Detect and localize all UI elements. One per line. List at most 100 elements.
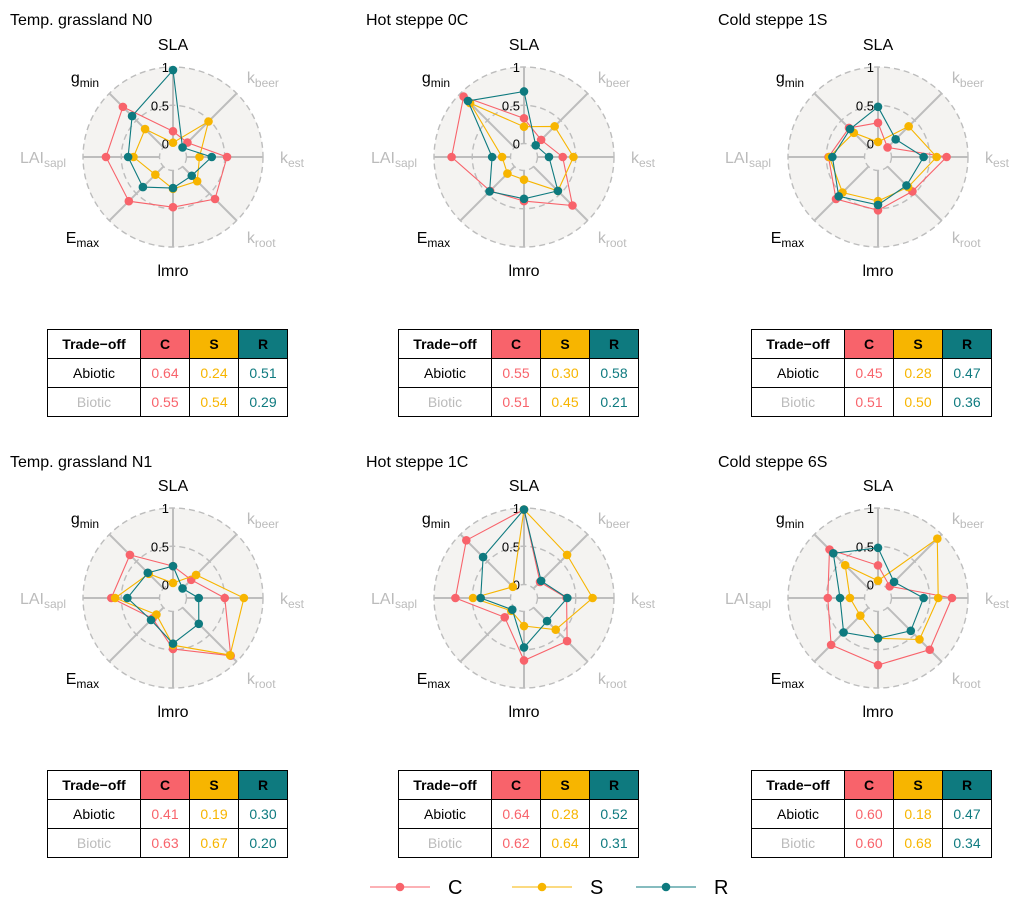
- radar-panel: Temp. grassland N0 0 0.5 1 SLA kbeer kest kroot…: [10, 12, 305, 280]
- data-point-C-SLA: [873, 561, 883, 570]
- data-point-R-Emax: [138, 182, 148, 192]
- table-value-S: 0.30: [540, 358, 590, 388]
- row-label: Abiotic: [47, 799, 141, 829]
- axis-label-gmin: gmin: [71, 70, 99, 90]
- data-point-C-SLA: [873, 118, 883, 128]
- axis-label-Emax: Emax: [771, 671, 804, 691]
- data-point-R-gmin: [828, 548, 838, 558]
- axis-label-lmro: lmro: [508, 263, 539, 280]
- data-point-C-gmin: [462, 536, 471, 545]
- table-header-C: C: [844, 329, 894, 359]
- axis-label-SLA: SLA: [509, 478, 540, 495]
- row-label: Biotic: [751, 387, 845, 417]
- data-point-R-LAIsapl: [476, 593, 485, 603]
- table-value-C: 0.60: [844, 828, 894, 858]
- data-point-C-kroot: [925, 645, 935, 655]
- data-point-C-kroot: [210, 194, 220, 204]
- table-header-C: C: [140, 329, 190, 359]
- table-row: Biotic 0.51 0.50 0.36: [751, 387, 992, 417]
- radial-tick-label: 0.5: [151, 98, 169, 113]
- data-point-C-kbeer: [883, 143, 892, 152]
- axis-label-kbeer: kbeer: [952, 511, 984, 531]
- table-value-C: 0.55: [140, 387, 190, 417]
- data-point-R-SLA: [873, 102, 883, 112]
- axis-label-Emax: Emax: [417, 230, 450, 250]
- axis-label-kest: kest: [631, 150, 656, 170]
- data-point-S-kest: [588, 593, 597, 603]
- axis-label-Emax: Emax: [66, 230, 99, 250]
- table-header-R: R: [238, 329, 288, 359]
- table-row: Abiotic 0.55 0.30 0.58: [398, 358, 639, 388]
- data-point-R-gmin: [845, 124, 855, 134]
- data-point-R-LAIsapl: [123, 593, 132, 603]
- axis-label-kroot: kroot: [247, 671, 276, 691]
- data-point-R-kroot: [906, 626, 916, 636]
- table-row: Abiotic 0.60 0.18 0.47: [751, 799, 992, 829]
- table-header-C: C: [491, 770, 541, 800]
- data-point-C-gmin: [125, 550, 135, 560]
- table-header-S: S: [189, 329, 239, 359]
- data-point-R-kroot: [902, 181, 911, 190]
- axis-label-kroot: kroot: [952, 671, 981, 691]
- axis-label-lmro: lmro: [157, 263, 188, 280]
- table-row: Abiotic 0.64 0.28 0.52: [398, 799, 639, 829]
- axis-label-kroot: kroot: [598, 230, 627, 250]
- data-point-S-kbeer: [933, 534, 942, 543]
- table-value-C: 0.62: [491, 828, 541, 858]
- radial-tick-label: 0.5: [502, 98, 520, 113]
- table-header-R: R: [942, 329, 992, 359]
- radar-panel: Hot steppe 1C00.51SLAkbeerkestkrootlmroE…: [366, 454, 656, 721]
- data-point-S-SLA: [519, 122, 529, 131]
- panel-title: Temp. grassland N1: [10, 454, 152, 471]
- table-header-tradeoff: Trade−off: [751, 329, 845, 359]
- data-point-C-LAIsapl: [447, 152, 456, 162]
- table-value-R: 0.20: [238, 828, 288, 858]
- data-point-S-kbeer: [562, 550, 572, 560]
- grid-circle-0: [509, 583, 539, 613]
- radar-panel: Temp. grassland N1 0 0.5 1 SLA kbeer kest kroot…: [10, 454, 305, 721]
- data-point-C-SLA: [519, 113, 529, 123]
- data-point-R-Emax: [834, 191, 844, 201]
- data-point-S-kroot: [551, 625, 561, 635]
- radial-tick-label: 0: [867, 137, 874, 152]
- axis-label-kroot: kroot: [598, 671, 627, 691]
- data-point-S-SLA: [168, 138, 178, 148]
- data-point-R-lmro: [873, 200, 883, 210]
- table-value-C: 0.45: [844, 358, 894, 388]
- data-point-S-SLA: [873, 576, 883, 585]
- data-point-S-gmin: [840, 560, 850, 570]
- data-point-R-lmro: [519, 194, 529, 204]
- table-value-C: 0.63: [140, 828, 190, 858]
- radar-panel: Cold steppe 6S 0 0.5 1 SLA kbeer kest kroot lmro…: [718, 454, 1010, 721]
- table-header-tradeoff: Trade−off: [398, 770, 492, 800]
- radial-tick-label: 0: [162, 137, 169, 152]
- data-point-C-LAIsapl: [101, 152, 111, 162]
- data-point-R-Emax: [839, 628, 848, 637]
- axis-label-gmin: gmin: [776, 511, 804, 531]
- data-point-S-Emax: [856, 611, 865, 620]
- table-row: Biotic 0.51 0.45 0.21: [398, 387, 639, 417]
- data-point-C-Emax: [826, 640, 836, 650]
- legend-label-R: R: [714, 877, 728, 899]
- table-value-S: 0.24: [189, 358, 239, 388]
- data-point-R-kest: [919, 593, 928, 603]
- radial-tick-label: 0: [513, 137, 520, 152]
- data-point-R-kroot: [542, 616, 552, 626]
- table-value-S: 0.67: [189, 828, 239, 858]
- table-header-tradeoff: Trade−off: [47, 329, 141, 359]
- table-value-C: 0.41: [140, 799, 190, 829]
- data-point-S-kest: [932, 152, 941, 162]
- table-header-S: S: [189, 770, 239, 800]
- table-row: Abiotic 0.41 0.19 0.30: [47, 799, 288, 829]
- table-value-R: 0.31: [589, 828, 639, 858]
- data-point-S-kest: [239, 593, 249, 603]
- axis-label-LAIsapl: LAIsapl: [20, 150, 66, 170]
- axis-label-kroot: kroot: [952, 230, 981, 250]
- data-point-R-gmin: [463, 96, 473, 106]
- table-header-R: R: [238, 770, 288, 800]
- data-point-C-Emax: [500, 612, 510, 622]
- axis-label-LAIsapl: LAIsapl: [371, 150, 417, 170]
- table-header-R: R: [942, 770, 992, 800]
- radial-tick-label: 0.5: [856, 539, 874, 554]
- radial-tick-label: 1: [867, 60, 874, 75]
